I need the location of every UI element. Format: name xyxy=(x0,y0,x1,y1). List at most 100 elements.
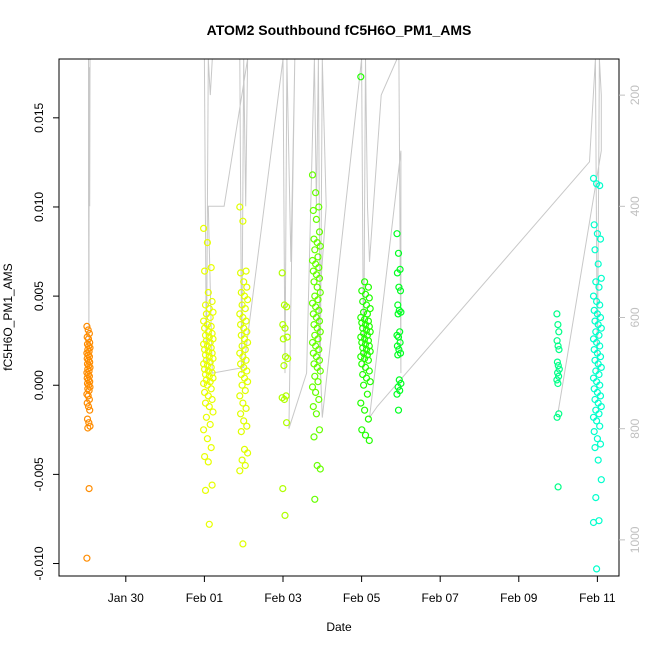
data-point xyxy=(279,321,287,329)
altitude-lines xyxy=(88,58,602,429)
data-point xyxy=(205,520,213,528)
data-point xyxy=(201,453,209,461)
data-point xyxy=(282,392,290,400)
data-point xyxy=(204,458,212,466)
data-point xyxy=(357,353,365,361)
data-point xyxy=(360,308,368,316)
data-point xyxy=(315,426,324,434)
data-point xyxy=(315,306,323,314)
data-point xyxy=(242,356,250,364)
data-point xyxy=(362,374,371,382)
data-point xyxy=(83,399,91,407)
data-point xyxy=(596,440,605,448)
data-point xyxy=(553,310,561,318)
data-point xyxy=(361,431,370,439)
data-point xyxy=(206,420,214,429)
data-point xyxy=(240,417,248,425)
data-point xyxy=(312,189,320,197)
data-point xyxy=(313,283,321,291)
y-tick-label: 0.015 xyxy=(32,102,46,132)
data-point xyxy=(83,554,91,562)
data-point xyxy=(594,456,602,464)
plot-frame xyxy=(58,58,620,577)
data-point xyxy=(201,267,209,275)
data-point xyxy=(238,381,246,389)
right-tick-label: 800 xyxy=(628,418,642,438)
data-point xyxy=(593,230,602,238)
data-point xyxy=(360,381,368,389)
data-point xyxy=(243,422,251,430)
data-point xyxy=(596,313,605,322)
data-point xyxy=(236,392,244,400)
data-point xyxy=(206,313,214,322)
data-point xyxy=(597,274,605,282)
data-point xyxy=(201,399,210,407)
data-point xyxy=(207,385,215,393)
y-tick-label: 0.000 xyxy=(32,370,46,400)
data-point xyxy=(595,331,603,339)
data-point xyxy=(591,444,599,452)
data-point xyxy=(596,301,604,309)
x-tick-label: Feb 11 xyxy=(579,591,616,605)
data-point xyxy=(358,426,366,434)
data-point xyxy=(209,408,217,416)
data-point xyxy=(315,346,323,354)
data-point xyxy=(208,481,216,489)
data-point xyxy=(284,354,292,363)
data-point xyxy=(309,403,317,411)
data-point xyxy=(309,206,317,215)
data-point xyxy=(201,324,209,332)
data-point xyxy=(393,269,401,277)
data-point xyxy=(555,346,563,354)
data-point xyxy=(315,274,324,282)
data-point xyxy=(314,296,322,304)
data-point xyxy=(315,203,323,211)
data-point xyxy=(308,171,317,179)
data-point xyxy=(283,303,291,311)
data-point xyxy=(596,182,604,190)
data-point xyxy=(243,328,251,336)
data-point xyxy=(205,305,213,313)
data-point xyxy=(592,417,601,425)
data-point xyxy=(362,301,371,309)
data-point xyxy=(85,395,94,404)
data-point xyxy=(592,278,600,286)
right-axis: 200 400 600 800 1000 xyxy=(619,85,642,553)
data-point xyxy=(280,362,288,370)
data-point xyxy=(554,372,563,380)
data-point xyxy=(204,288,212,297)
data-point xyxy=(591,246,599,254)
data-point xyxy=(203,239,211,247)
data-point xyxy=(316,367,324,375)
data-point xyxy=(554,362,562,370)
data-point xyxy=(394,406,403,414)
data-point xyxy=(84,326,92,334)
data-point xyxy=(208,297,216,306)
data-point xyxy=(595,410,603,418)
data-point xyxy=(283,333,291,341)
data-point xyxy=(312,215,320,223)
data-point xyxy=(207,322,215,330)
data-point xyxy=(283,419,291,427)
data-point xyxy=(364,356,372,364)
data-point xyxy=(241,346,249,354)
data-point xyxy=(357,73,365,81)
data-point xyxy=(201,486,210,494)
data-point xyxy=(205,403,213,411)
y-tick-label: -0.005 xyxy=(32,457,46,491)
data-point xyxy=(590,428,598,436)
x-tick-label: Feb 01 xyxy=(186,591,224,605)
data-point xyxy=(395,283,403,291)
data-point xyxy=(314,335,322,343)
data-point xyxy=(361,363,370,371)
data-point xyxy=(366,305,374,313)
data-point xyxy=(208,395,216,404)
data-point xyxy=(357,399,365,407)
data-point xyxy=(84,424,92,432)
data-point xyxy=(594,260,602,268)
data-point xyxy=(237,410,245,418)
data-point xyxy=(553,358,562,366)
data-point xyxy=(84,392,92,400)
data-point xyxy=(308,383,317,391)
data-point xyxy=(555,328,563,336)
